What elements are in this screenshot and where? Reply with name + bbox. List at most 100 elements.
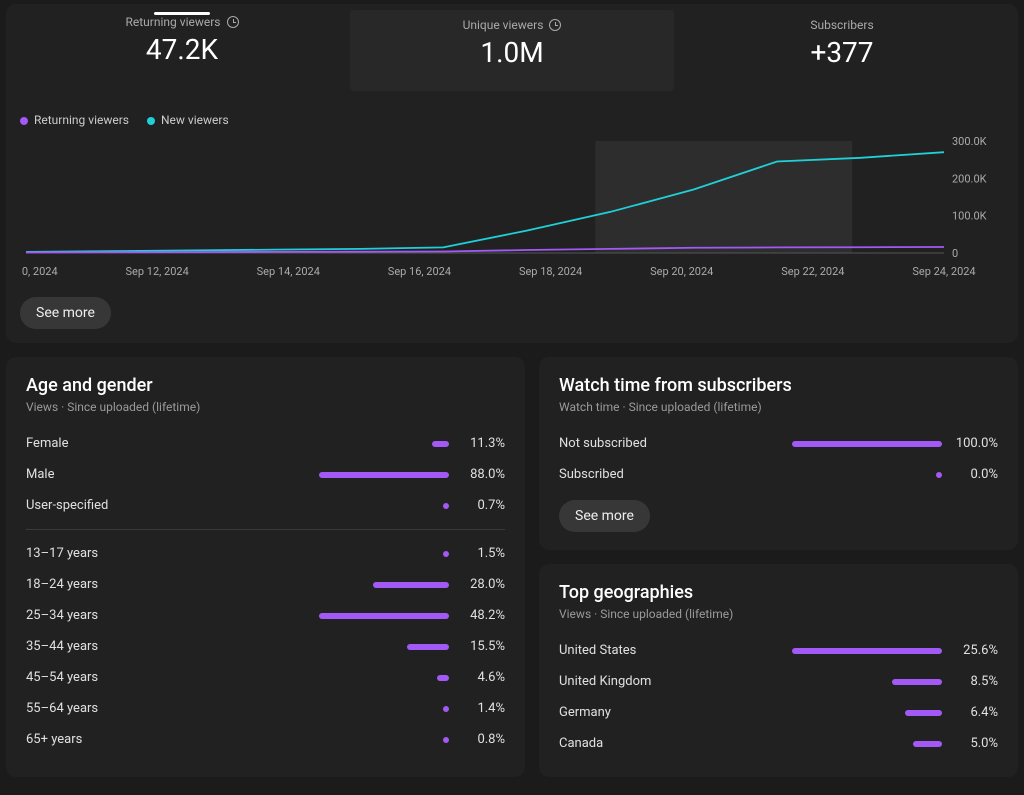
bar-row-label: Canada: [559, 736, 699, 751]
legend-label: Returning viewers: [34, 113, 129, 127]
bar-row-label: Subscribed: [559, 467, 699, 482]
watch-time-rows: Not subscribed 100.0% Subscribed0.0%: [559, 428, 998, 490]
geographies-title: Top geographies: [559, 582, 998, 603]
bar-fill: [905, 710, 943, 716]
legend-item: Returning viewers: [20, 113, 129, 127]
bar-row: 35–44 years15.5%: [26, 631, 505, 662]
x-axis-label: Sep 12, 2024: [126, 265, 189, 278]
clock-icon: [549, 19, 561, 31]
y-axis-label: 200.0K: [952, 172, 987, 185]
geographies-panel: Top geographies Views · Since uploaded (…: [539, 564, 1018, 777]
bar-track: [166, 582, 449, 588]
line-chart-svg: 0100.0K200.0K300.0KSep 10, 2024Sep 12, 2…: [20, 133, 1000, 283]
chart-legend: Returning viewers New viewers: [20, 113, 1004, 127]
metric-label: Subscribers: [684, 18, 1000, 32]
see-more-button[interactable]: See more: [559, 500, 650, 532]
bar-track: [166, 551, 449, 557]
divider: [26, 529, 505, 530]
y-axis-label: 300.0K: [952, 135, 987, 148]
bar-track: [166, 613, 449, 619]
bar-row-label: Female: [26, 436, 166, 451]
age-gender-panel: Age and gender Views · Since uploaded (l…: [6, 357, 525, 777]
bar-row-pct: 0.7%: [449, 498, 505, 513]
bar-row: User-specified0.7%: [26, 490, 505, 521]
bar-row: 55–64 years 1.4%: [26, 693, 505, 724]
bar-row-pct: 1.4%: [449, 701, 505, 716]
panels-row: Age and gender Views · Since uploaded (l…: [6, 357, 1018, 777]
bar-track: [166, 706, 449, 712]
bar-row-label: Male: [26, 467, 166, 482]
x-axis-label: Sep 10, 2024: [20, 265, 58, 278]
watch-time-subtitle: Watch time · Since uploaded (lifetime): [559, 400, 998, 414]
bar-row-pct: 4.6%: [449, 670, 505, 685]
bar-fill: [373, 582, 449, 588]
bar-row-pct: 11.3%: [449, 436, 505, 451]
metric-tab[interactable]: Returning viewers47.2K: [20, 10, 344, 91]
metric-label: Unique viewers: [354, 18, 670, 32]
geography-rows: United States25.6%United Kingdom8.5%Germ…: [559, 635, 998, 759]
metric-value: 1.0M: [354, 36, 670, 69]
bar-row-pct: 15.5%: [449, 639, 505, 654]
bar-track: [699, 741, 942, 747]
bar-row-pct: 28.0%: [449, 577, 505, 592]
metric-tab[interactable]: Subscribers+377: [680, 10, 1004, 91]
legend-dot-icon: [147, 117, 155, 125]
age-rows: 13–17 years1.5%18–24 years28.0%25–34 yea…: [26, 538, 505, 755]
bar-row-label: 55–64 years: [26, 701, 166, 716]
bar-track: [699, 648, 942, 654]
bar-row: Canada5.0%: [559, 728, 998, 759]
bar-row-label: 65+ years: [26, 732, 166, 747]
bar-row: 13–17 years1.5%: [26, 538, 505, 569]
x-axis-label: Sep 18, 2024: [519, 265, 582, 278]
bar-track: [699, 441, 942, 447]
metric-tab[interactable]: Unique viewers 1.0M: [350, 10, 674, 91]
bar-row-label: Not subscribed: [559, 436, 699, 451]
age-gender-subtitle: Views · Since uploaded (lifetime): [26, 400, 505, 414]
bar-row-pct: 48.2%: [449, 608, 505, 623]
metric-value: 47.2K: [24, 33, 340, 66]
bar-row: 25–34 years 48.2%: [26, 600, 505, 631]
bar-row: United Kingdom8.5%: [559, 666, 998, 697]
see-more-button[interactable]: See more: [20, 297, 111, 329]
bar-row-label: 45–54 years: [26, 670, 166, 685]
metric-label-text: Unique viewers: [463, 18, 544, 32]
x-axis-label: Sep 20, 2024: [650, 265, 713, 278]
right-column: Watch time from subscribers Watch time ·…: [539, 357, 1018, 777]
bar-fill: [913, 741, 942, 747]
bar-fill: [319, 613, 449, 619]
bar-fill: [892, 679, 942, 685]
bar-track: [699, 679, 942, 685]
bar-row-pct: 6.4%: [942, 705, 998, 720]
bar-row-label: 13–17 years: [26, 546, 166, 561]
legend-dot-icon: [20, 117, 28, 125]
watch-time-panel: Watch time from subscribers Watch time ·…: [539, 357, 1018, 550]
bar-track: [166, 675, 449, 681]
bar-row: Subscribed0.0%: [559, 459, 998, 490]
x-axis-label: Sep 22, 2024: [781, 265, 844, 278]
bar-row-pct: 8.5%: [942, 674, 998, 689]
legend-label: New viewers: [161, 113, 229, 127]
bar-fill: [319, 472, 449, 478]
bar-row: 45–54 years 4.6%: [26, 662, 505, 693]
bar-track: [166, 503, 449, 509]
overview-card: Returning viewers47.2KUnique viewers1.0M…: [6, 4, 1018, 343]
metric-tabs: Returning viewers47.2K Unique viewers 1.0M…: [20, 10, 1004, 91]
bar-track: [166, 472, 449, 478]
bar-fill: [407, 644, 449, 650]
bar-track: [699, 710, 942, 716]
x-axis-label: Sep 14, 2024: [257, 265, 320, 278]
bar-fill: [432, 441, 449, 447]
bar-row-label: 25–34 years: [26, 608, 166, 623]
bar-row-pct: 0.8%: [449, 732, 505, 747]
legend-item: New viewers: [147, 113, 229, 127]
gender-rows: Female 11.3% Male 88.0% User-specified0.7%: [26, 428, 505, 521]
bar-track: [166, 737, 449, 743]
chart-overlay: [595, 141, 852, 253]
bar-fill: [792, 648, 942, 654]
bar-row: Male 88.0%: [26, 459, 505, 490]
bar-row-pct: 100.0%: [942, 436, 998, 451]
bar-row-pct: 88.0%: [449, 467, 505, 482]
bar-track: [166, 441, 449, 447]
bar-row: United States25.6%: [559, 635, 998, 666]
metric-label-text: Subscribers: [810, 18, 873, 32]
